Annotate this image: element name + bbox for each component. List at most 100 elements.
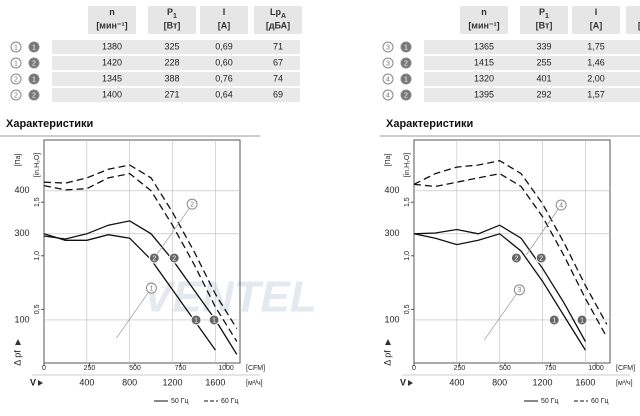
row-marker: [382, 41, 394, 53]
curve: [413, 172, 608, 338]
x2-tick-label: 500: [129, 365, 141, 372]
plot-area: [413, 139, 611, 364]
row-marker: [10, 73, 22, 85]
curve-marker-label: 2: [152, 255, 156, 262]
curve-marker: [576, 314, 588, 326]
y-tick-label: 100: [14, 314, 29, 324]
y2-tick-label: 1,5: [34, 197, 41, 207]
row-marker: [28, 89, 40, 101]
row-marker-label: 1: [404, 76, 408, 83]
header-name: I: [595, 7, 598, 17]
row-marker: [400, 57, 412, 69]
callout-label: 1: [149, 285, 153, 292]
cell: 255: [536, 57, 551, 67]
callout-label: 3: [517, 287, 521, 294]
plot-area: [43, 139, 241, 364]
row-band: [424, 40, 640, 54]
x-tick-label: 400: [79, 377, 94, 387]
x2-tick-label: 0: [412, 365, 416, 372]
x2-tick-label: 750: [175, 365, 187, 372]
row-marker-label: 4: [386, 92, 390, 99]
cell: 2,00: [587, 73, 605, 83]
header-cell: [520, 6, 568, 34]
row-marker: [382, 89, 394, 101]
section-title: Характеристики: [6, 118, 93, 130]
x2-tick-label: 250: [84, 365, 96, 372]
header-sub: 1: [173, 13, 177, 20]
callout-label: 2: [190, 201, 194, 208]
cell: 74: [273, 73, 283, 83]
curve-marker: [548, 314, 560, 326]
row-band: [424, 56, 640, 70]
x2-tick-label: 1000: [218, 365, 234, 372]
curve: [43, 220, 238, 355]
curve-marker-label: 1: [552, 317, 556, 324]
x2-tick-label: 0: [42, 365, 46, 372]
header-unit: [A]: [590, 20, 603, 30]
legend-label: 60 Гц: [221, 398, 239, 405]
y-symbol: Δ pf: [382, 350, 392, 366]
curve: [413, 233, 586, 351]
cell: 1,75: [587, 41, 605, 51]
curve: [43, 164, 238, 329]
header-unit: [дБА]: [638, 20, 640, 30]
row-marker-label: 2: [32, 60, 36, 67]
x-tick-label: 800: [122, 377, 137, 387]
row-marker-label: 3: [386, 60, 390, 67]
row-band: [52, 40, 300, 54]
header-name-text: I: [595, 7, 598, 17]
callout-marker: [555, 199, 567, 211]
header-cell: [254, 6, 302, 34]
cell: 1320: [474, 73, 494, 83]
cell: 1,46: [587, 57, 605, 67]
curve: [43, 172, 238, 342]
row-marker-label: 1: [32, 76, 36, 83]
cell: 1,57: [587, 89, 605, 99]
row-band: [424, 72, 640, 86]
cell: 0,69: [215, 41, 233, 51]
row-marker-label: 2: [14, 92, 18, 99]
cell: 0,60: [215, 57, 233, 67]
legend-label: 50 Гц: [541, 398, 559, 405]
cell: 388: [164, 73, 179, 83]
header-name: I: [223, 7, 226, 17]
cell: 1380: [102, 41, 122, 51]
cell: 0,76: [215, 73, 233, 83]
header-unit: [Вт]: [536, 20, 553, 30]
y-label: [Па]: [385, 154, 392, 167]
cell: 1400: [102, 89, 122, 99]
x-symbol: V: [30, 377, 36, 387]
cell: 0,64: [215, 89, 233, 99]
row-marker: [28, 41, 40, 53]
header-unit: [мин⁻¹]: [96, 20, 127, 30]
x-label: [м³/ч]: [616, 380, 633, 387]
row-marker: [28, 57, 40, 69]
x-tick-label: 1600: [575, 377, 595, 387]
header-cell: [460, 6, 508, 34]
y2-label: [in.H₂O]: [404, 153, 411, 178]
watermark: VENTEL: [143, 273, 317, 322]
header-name-text: P: [167, 7, 173, 17]
row-marker-label: 2: [14, 76, 18, 83]
header-name-text: n: [109, 7, 115, 17]
x2-tick-label: 250: [454, 365, 466, 372]
callout-line: [484, 289, 520, 341]
row-marker-label: 2: [32, 92, 36, 99]
row-marker: [10, 41, 22, 53]
curve-marker-label: 1: [212, 317, 216, 324]
row-marker-label: 1: [14, 60, 18, 67]
row-band: [52, 72, 300, 86]
curve-marker-label: 2: [514, 255, 518, 262]
curve-marker-label: 1: [194, 317, 198, 324]
y2-tick-label: 1,0: [404, 251, 411, 261]
row-marker-label: 4: [386, 76, 390, 83]
header-name-text: P: [539, 7, 545, 17]
x-arrow: [38, 380, 43, 386]
curve-marker-label: 2: [539, 255, 543, 262]
cell: 339: [536, 41, 551, 51]
legend-label: 60 Гц: [591, 398, 609, 405]
curve-marker: [535, 252, 547, 264]
cell: 71: [273, 41, 283, 51]
cell: 1345: [102, 73, 122, 83]
curve-marker: [510, 252, 522, 264]
